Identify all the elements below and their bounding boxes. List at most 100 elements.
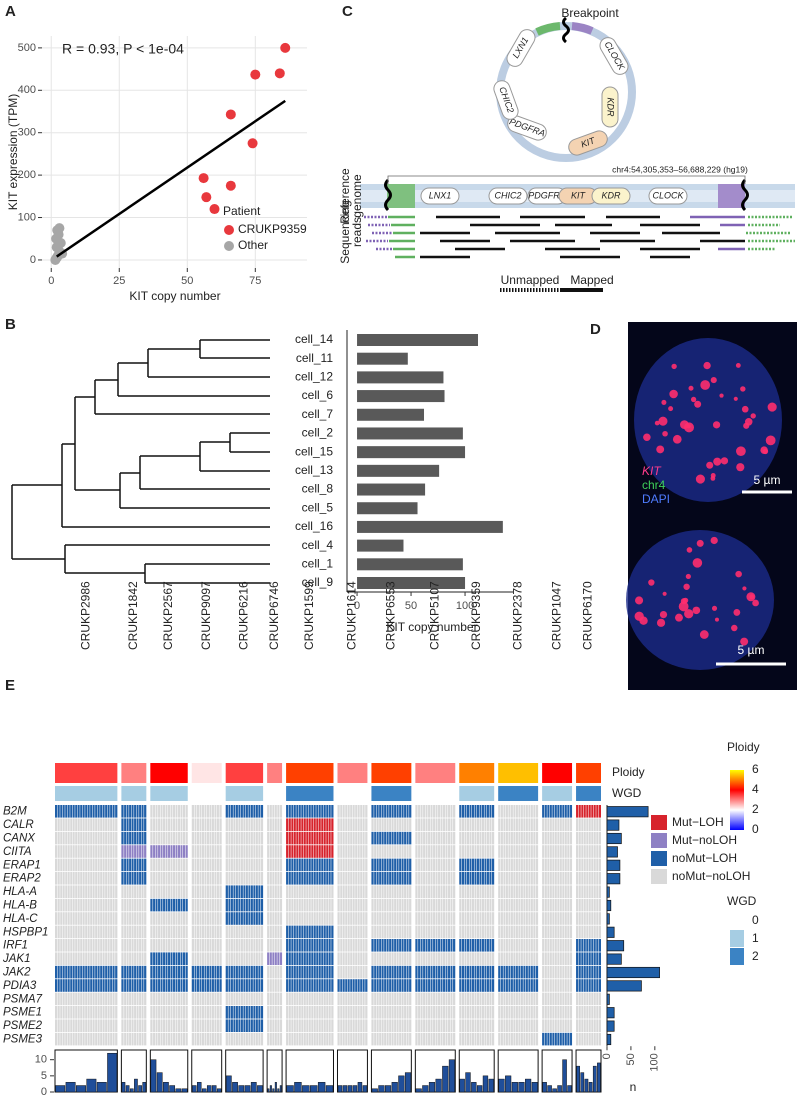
legend-title: Ploidy bbox=[727, 740, 760, 754]
status-cell bbox=[286, 939, 334, 952]
status-cell bbox=[286, 1006, 334, 1019]
status-cell bbox=[150, 831, 188, 845]
hist-bar bbox=[125, 1085, 130, 1093]
hist-bar bbox=[442, 1065, 449, 1093]
ploidy-cell bbox=[267, 763, 283, 783]
status-cell bbox=[286, 898, 334, 912]
breakpoint-label: Breakpoint bbox=[561, 6, 619, 20]
fish-signal bbox=[712, 421, 721, 429]
gene-pill bbox=[506, 29, 536, 67]
fish-signal bbox=[680, 420, 689, 430]
legend-swatch bbox=[730, 912, 744, 929]
fish-signal bbox=[672, 434, 682, 444]
wgd-cell bbox=[225, 786, 264, 801]
hist-bar bbox=[584, 1078, 589, 1093]
hist-bar bbox=[272, 1088, 275, 1093]
legend-label: Mut−noLOH bbox=[672, 833, 737, 847]
wgd-cell bbox=[371, 786, 412, 801]
fish-signal bbox=[661, 399, 667, 405]
hist-frame bbox=[225, 1049, 264, 1093]
gene-label: HLA-A bbox=[3, 886, 37, 898]
fish-signal bbox=[742, 586, 747, 591]
gene-label: CHIC2 bbox=[494, 190, 521, 200]
fish-signal bbox=[671, 363, 677, 370]
hist-bar bbox=[342, 1085, 348, 1093]
gene-label: KIT bbox=[579, 135, 597, 150]
fish-signal bbox=[719, 393, 724, 398]
legend-tick-label: 0 bbox=[752, 913, 759, 927]
ploidy-cell bbox=[371, 763, 412, 783]
gene-pill bbox=[568, 130, 608, 156]
total-bar bbox=[606, 873, 621, 885]
hist-bar bbox=[404, 1072, 412, 1093]
hist-bar bbox=[552, 1088, 557, 1093]
hist-bar bbox=[547, 1085, 552, 1093]
gene-pill bbox=[599, 37, 629, 75]
fish-signal bbox=[744, 418, 753, 426]
gene-label: B2M bbox=[3, 806, 27, 818]
bar bbox=[357, 464, 440, 477]
hist-bar bbox=[138, 1085, 142, 1093]
panel-label: B bbox=[5, 316, 16, 333]
total-bar bbox=[606, 926, 615, 938]
ploidy-cell bbox=[121, 763, 147, 783]
gene-box: CHIC2 bbox=[493, 80, 519, 120]
row-label: cell_7 bbox=[302, 407, 334, 421]
hist-bar bbox=[588, 1082, 593, 1093]
hist-bar bbox=[337, 1085, 343, 1093]
wgd-cell bbox=[121, 786, 147, 801]
y-tick-label: 400 bbox=[18, 84, 36, 96]
status-cell bbox=[55, 805, 118, 818]
hist-frame bbox=[497, 1049, 539, 1093]
status-cell bbox=[225, 845, 264, 858]
hist-bar bbox=[129, 1088, 134, 1093]
status-cell bbox=[225, 898, 264, 912]
x-tick-label: 25 bbox=[113, 275, 125, 287]
status-cell bbox=[150, 925, 188, 939]
nucleus bbox=[634, 338, 782, 502]
legend-swatch bbox=[730, 930, 744, 947]
patient-label: CRUKP2378 bbox=[510, 581, 524, 650]
gene-pill bbox=[420, 187, 460, 205]
fish-signal bbox=[706, 461, 714, 469]
row-label: cell_1 bbox=[302, 556, 334, 570]
legend-marker bbox=[224, 225, 234, 235]
legend-swatch bbox=[651, 833, 667, 848]
fish-signal bbox=[639, 616, 648, 625]
gene-label: KDR bbox=[601, 190, 621, 200]
gene-box: LXN1 bbox=[506, 29, 536, 67]
hist-frame bbox=[266, 1049, 283, 1093]
fish-signal bbox=[749, 594, 755, 600]
status-cell bbox=[225, 939, 264, 952]
hist-bar bbox=[592, 1065, 597, 1093]
hist-frame bbox=[541, 1049, 573, 1093]
track-label: Sequencing bbox=[338, 200, 352, 263]
hist-bar bbox=[498, 1078, 505, 1093]
hist-bar bbox=[597, 1062, 601, 1093]
gene-label: HLA-C bbox=[3, 913, 38, 925]
status-cell bbox=[150, 965, 188, 979]
fish-signal bbox=[740, 386, 746, 392]
y-tick-label: 500 bbox=[18, 42, 36, 54]
hist-frame bbox=[149, 1049, 189, 1093]
fish-signal bbox=[674, 613, 683, 622]
status-cell bbox=[286, 925, 334, 939]
status-cell bbox=[55, 939, 118, 952]
bar bbox=[357, 520, 503, 533]
legend-tick-label: 6 bbox=[752, 762, 759, 776]
status-cell bbox=[55, 898, 118, 912]
hist-bar bbox=[325, 1085, 334, 1093]
patient-label: CRUKP2986 bbox=[78, 581, 92, 650]
legend-tick-label: 0 bbox=[752, 822, 759, 836]
status-cell bbox=[150, 885, 188, 898]
total-bar bbox=[606, 899, 612, 912]
hist-bar bbox=[310, 1085, 318, 1093]
ploidy-cell bbox=[225, 763, 264, 783]
hist-bar bbox=[96, 1082, 107, 1093]
gene-label: HLA-B bbox=[3, 900, 37, 912]
row-label: cell_2 bbox=[302, 426, 334, 440]
fish-signal bbox=[656, 445, 665, 454]
status-cell bbox=[55, 912, 118, 925]
segment-purple bbox=[718, 184, 745, 208]
breakpoint-squiggle bbox=[384, 178, 392, 212]
